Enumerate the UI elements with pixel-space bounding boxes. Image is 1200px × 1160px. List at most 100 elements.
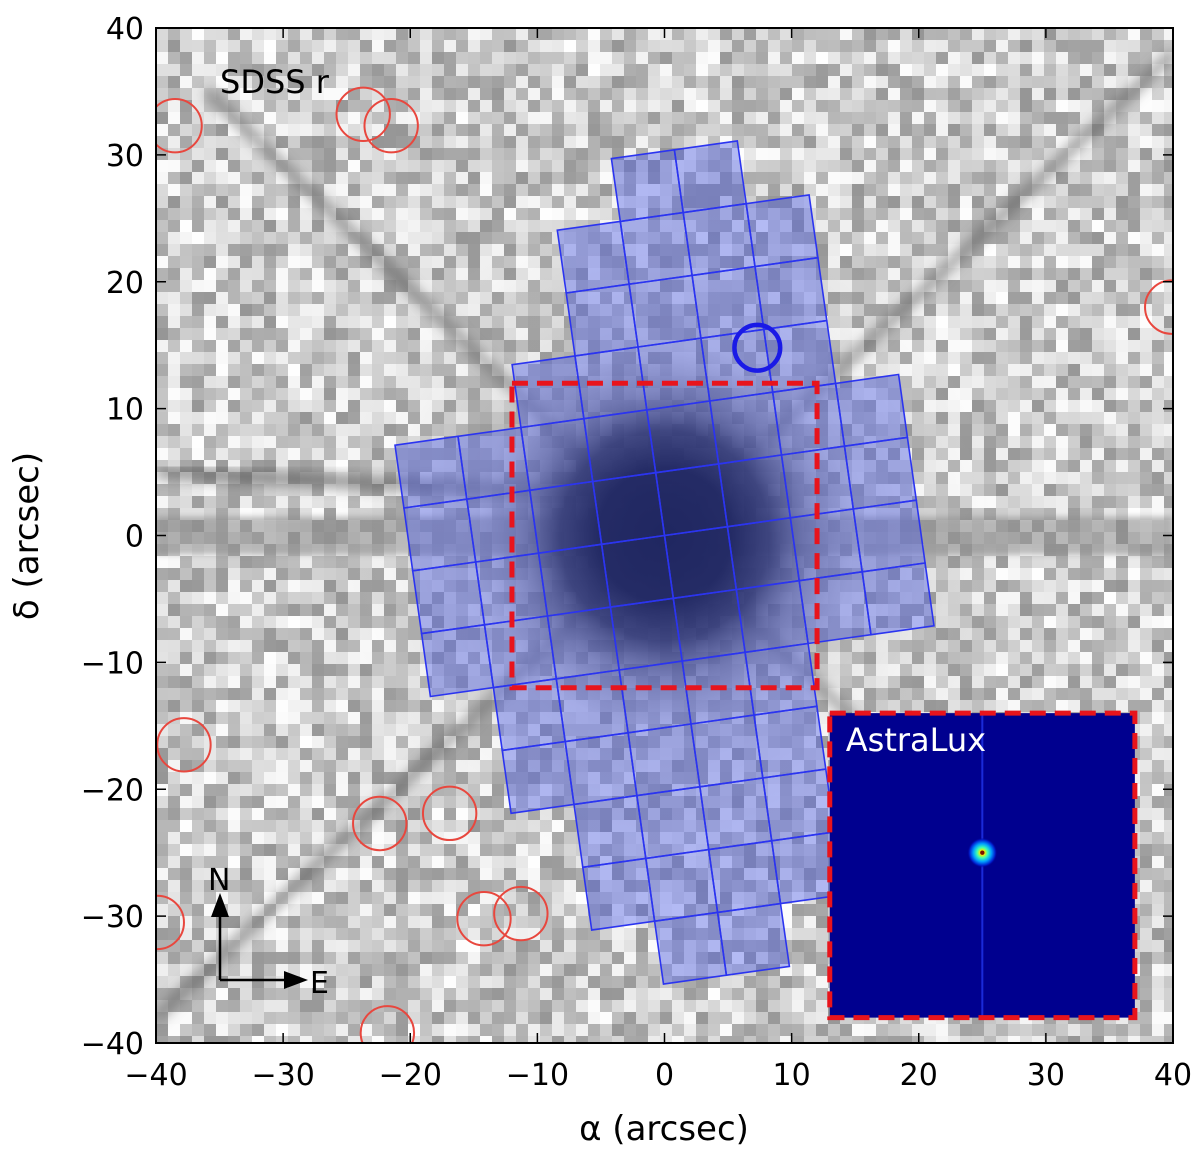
- noise-pixel: [540, 112, 552, 124]
- noise-pixel: [972, 700, 984, 712]
- noise-pixel: [300, 76, 312, 88]
- noise-pixel: [456, 256, 468, 268]
- noise-pixel: [288, 580, 300, 592]
- noise-pixel: [312, 604, 324, 616]
- noise-pixel: [216, 208, 228, 220]
- noise-pixel: [1080, 604, 1092, 616]
- noise-pixel: [180, 280, 192, 292]
- noise-pixel: [168, 220, 180, 232]
- noise-pixel: [348, 280, 360, 292]
- noise-pixel: [348, 268, 360, 280]
- noise-pixel: [324, 688, 336, 700]
- noise-pixel: [804, 40, 816, 52]
- noise-pixel: [1020, 88, 1032, 100]
- noise-pixel: [252, 496, 264, 508]
- noise-pixel: [1152, 40, 1164, 52]
- noise-pixel: [276, 76, 288, 88]
- noise-pixel: [732, 28, 744, 40]
- noise-pixel: [720, 196, 732, 208]
- noise-pixel: [864, 52, 876, 64]
- noise-pixel: [264, 124, 276, 136]
- noise-pixel: [900, 232, 912, 244]
- noise-pixel: [744, 160, 756, 172]
- noise-pixel: [1164, 304, 1173, 316]
- noise-pixel: [336, 316, 348, 328]
- noise-pixel: [204, 676, 216, 688]
- noise-pixel: [1020, 388, 1032, 400]
- noise-pixel: [648, 52, 660, 64]
- noise-pixel: [180, 592, 192, 604]
- noise-pixel: [1128, 232, 1140, 244]
- noise-pixel: [1056, 640, 1068, 652]
- noise-pixel: [324, 148, 336, 160]
- noise-pixel: [216, 256, 228, 268]
- noise-pixel: [696, 76, 708, 88]
- noise-pixel: [264, 628, 276, 640]
- noise-pixel: [828, 208, 840, 220]
- noise-pixel: [1020, 652, 1032, 664]
- noise-pixel: [372, 316, 384, 328]
- noise-pixel: [984, 328, 996, 340]
- noise-pixel: [744, 76, 756, 88]
- noise-pixel: [288, 352, 300, 364]
- noise-pixel: [960, 268, 972, 280]
- noise-pixel: [480, 52, 492, 64]
- noise-pixel: [768, 160, 780, 172]
- noise-pixel: [1044, 340, 1056, 352]
- noise-pixel: [276, 412, 288, 424]
- noise-pixel: [156, 628, 168, 640]
- noise-pixel: [1140, 88, 1152, 100]
- noise-pixel: [1164, 640, 1173, 652]
- noise-pixel: [1068, 700, 1080, 712]
- noise-pixel: [456, 76, 468, 88]
- noise-pixel: [300, 352, 312, 364]
- noise-pixel: [216, 364, 228, 376]
- noise-pixel: [912, 100, 924, 112]
- noise-pixel: [348, 388, 360, 400]
- noise-pixel: [948, 268, 960, 280]
- noise-pixel: [180, 232, 192, 244]
- noise-pixel: [1164, 436, 1173, 448]
- noise-pixel: [396, 172, 408, 184]
- noise-pixel: [612, 88, 624, 100]
- noise-pixel: [276, 352, 288, 364]
- noise-pixel: [924, 316, 936, 328]
- noise-pixel: [384, 304, 396, 316]
- noise-pixel: [1152, 616, 1164, 628]
- noise-pixel: [1092, 400, 1104, 412]
- noise-pixel: [288, 328, 300, 340]
- noise-pixel: [240, 700, 252, 712]
- noise-pixel: [588, 64, 600, 76]
- noise-pixel: [1140, 580, 1152, 592]
- noise-pixel: [156, 40, 168, 52]
- noise-pixel: [324, 328, 336, 340]
- noise-pixel: [840, 124, 852, 136]
- noise-pixel: [876, 112, 888, 124]
- noise-pixel: [288, 460, 300, 472]
- noise-pixel: [912, 256, 924, 268]
- noise-pixel: [192, 412, 204, 424]
- noise-pixel: [876, 88, 888, 100]
- noise-pixel: [264, 556, 276, 568]
- noise-pixel: [744, 112, 756, 124]
- noise-pixel: [252, 100, 264, 112]
- noise-pixel: [564, 196, 576, 208]
- noise-pixel: [1008, 448, 1020, 460]
- noise-pixel: [276, 640, 288, 652]
- noise-pixel: [804, 52, 816, 64]
- noise-pixel: [156, 712, 168, 724]
- noise-pixel: [648, 100, 660, 112]
- noise-pixel: [1140, 244, 1152, 256]
- noise-pixel: [168, 124, 180, 136]
- noise-pixel: [996, 604, 1008, 616]
- noise-pixel: [864, 100, 876, 112]
- noise-pixel: [1128, 364, 1140, 376]
- noise-pixel: [780, 148, 792, 160]
- noise-pixel: [1020, 568, 1032, 580]
- noise-pixel: [1116, 448, 1128, 460]
- noise-pixel: [1032, 640, 1044, 652]
- noise-pixel: [1056, 592, 1068, 604]
- noise-pixel: [684, 40, 696, 52]
- noise-pixel: [276, 688, 288, 700]
- noise-pixel: [408, 40, 420, 52]
